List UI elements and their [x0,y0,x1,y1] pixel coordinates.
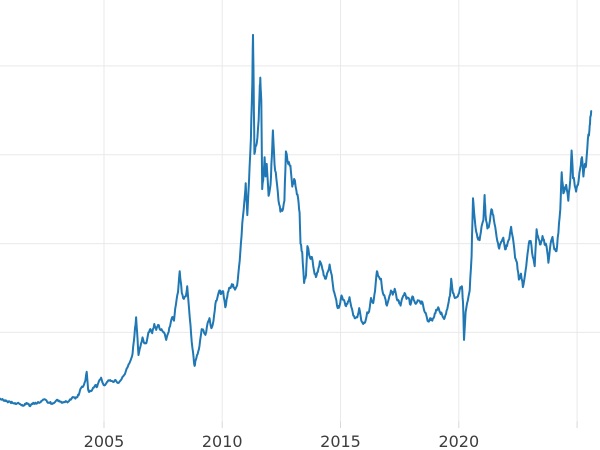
x-tick-label: 2020 [438,432,479,450]
x-tick-label: 2005 [84,432,125,450]
x-tick-label: 2015 [320,432,361,450]
x-tick-label: 2010 [202,432,243,450]
price-line [0,33,593,408]
